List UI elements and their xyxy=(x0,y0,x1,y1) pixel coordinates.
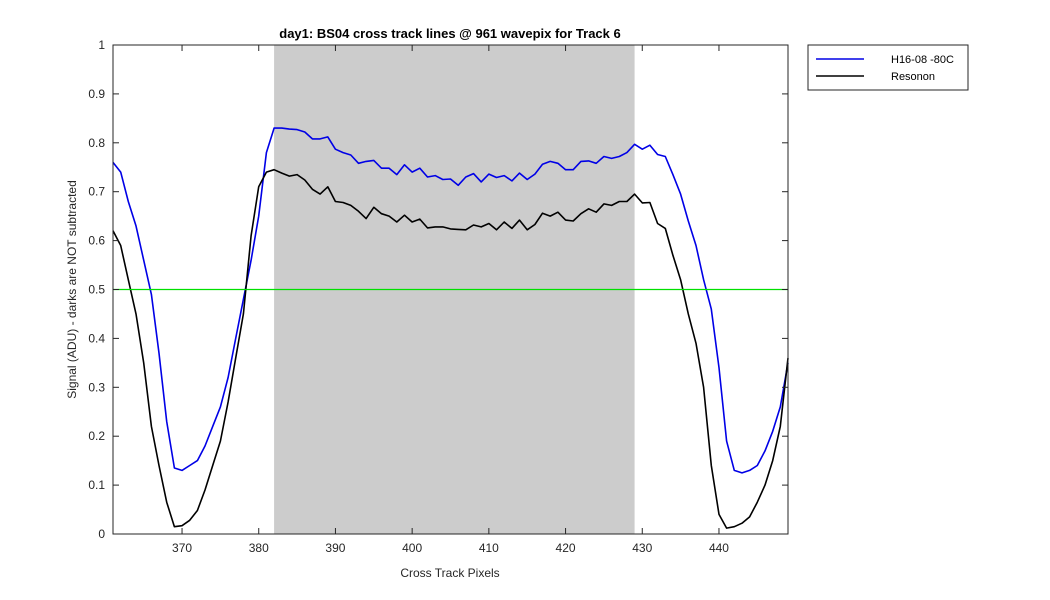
x-tick-label: 430 xyxy=(632,541,652,555)
series-line-1 xyxy=(112,168,789,529)
x-tick-label: 420 xyxy=(556,541,576,555)
y-tick-label: 0.8 xyxy=(88,136,105,150)
x-tick-label: 440 xyxy=(709,541,729,555)
y-tick-label: 0.7 xyxy=(88,185,105,199)
y-tick-label: 0.5 xyxy=(88,283,105,297)
series-line-0 xyxy=(112,127,789,474)
legend-label-resonon: Resonon xyxy=(891,71,935,83)
x-tick-label: 390 xyxy=(325,541,345,555)
y-tick-label: 0.3 xyxy=(88,380,105,394)
x-tick-label: 370 xyxy=(172,541,192,555)
y-tick-label: 0 xyxy=(98,527,105,541)
x-tick-label: 380 xyxy=(249,541,269,555)
x-axis-ticks: 370 380 390 400 410 420 430 440 xyxy=(172,45,729,555)
y-tick-label: 0.2 xyxy=(88,429,105,443)
y-tick-label: 0.9 xyxy=(88,87,105,101)
x-tick-label: 410 xyxy=(479,541,499,555)
chart-title: day1: BS04 cross track lines @ 961 wavep… xyxy=(279,26,620,41)
y-tick-label: 1 xyxy=(98,38,105,52)
legend-label-h16: H16-08 -80C xyxy=(891,54,954,66)
series-layer xyxy=(112,127,789,529)
y-tick-label: 0.6 xyxy=(88,234,105,248)
y-tick-label: 0.1 xyxy=(88,478,105,492)
y-axis-ticks: 0 0.1 0.2 0.3 0.4 0.5 0.6 0.7 0.8 0.9 1 xyxy=(88,38,788,541)
y-axis-label: Signal (ADU) - darks are NOT subtracted xyxy=(65,180,79,399)
y-tick-label: 0.4 xyxy=(88,331,105,345)
legend: H16-08 -80C Resonon xyxy=(807,44,969,91)
x-tick-label: 400 xyxy=(402,541,422,555)
x-axis-label: Cross Track Pixels xyxy=(400,566,499,580)
legend-box xyxy=(807,44,969,91)
